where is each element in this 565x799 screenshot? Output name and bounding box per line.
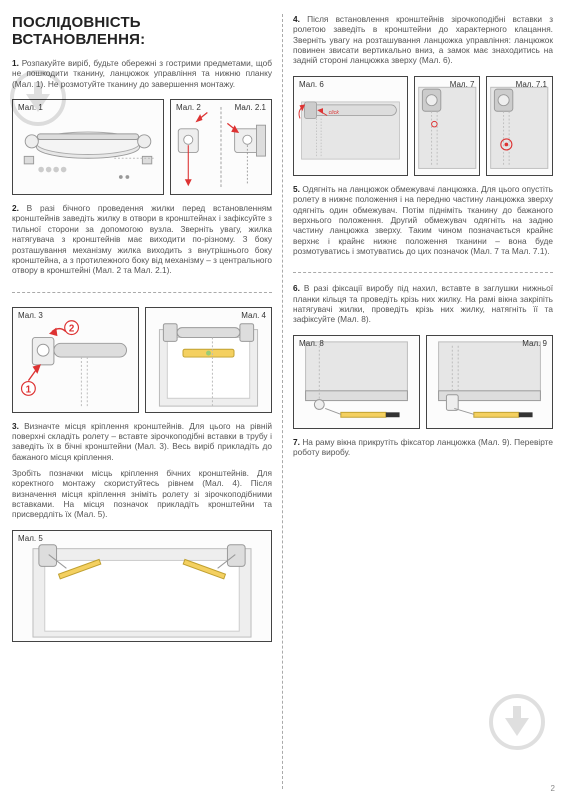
fig-3-label: Мал. 3: [18, 311, 43, 320]
fig-8: Мал. 8: [293, 335, 420, 429]
fig-9: Мал. 9: [426, 335, 553, 429]
fig-8-label: Мал. 8: [299, 339, 324, 348]
figs-row-3: Мал. 5: [12, 530, 272, 642]
figs-row-1: Мал. 1 Мал. 2 Мал. 2: [12, 99, 272, 195]
fig-9-label: Мал. 9: [522, 339, 547, 348]
page-title: ПОСЛІДОВНІСТЬ ВСТАНОВЛЕННЯ:: [12, 14, 272, 48]
fig-4-label: Мал. 4: [241, 311, 266, 320]
svg-text:1: 1: [26, 384, 32, 395]
fig-6: Мал. 6 click: [293, 76, 408, 176]
fig-3: Мал. 3 2 1: [12, 307, 139, 413]
step-5-text: 5. Одягніть на ланцюжок обмежувачі ланцю…: [293, 184, 553, 257]
fig-4: Мал. 4: [145, 307, 272, 413]
fig-6-label: Мал. 6: [299, 80, 324, 89]
fig-5-label: Мал. 5: [18, 534, 43, 543]
left-column: ПОСЛІДОВНІСТЬ ВСТАНОВЛЕННЯ: 1. Розпакуйт…: [12, 14, 282, 789]
fig-7-label: Мал. 7: [450, 80, 475, 89]
left-hsep: [12, 292, 272, 293]
step-3a-text: 3. Визначте місця кріплення кронштейнів.…: [12, 421, 272, 462]
page-number: 2: [551, 784, 555, 793]
step-1-text: 1. Розпакуйте виріб, будьте обережні з г…: [12, 58, 272, 89]
fig-1-label: Мал. 1: [18, 103, 43, 112]
fig-21-label: Мал. 2.1: [235, 103, 266, 112]
fig-7: Мал. 7: [414, 76, 481, 176]
step-7-text: 7. На раму вікна прикрутіть фіксатор лан…: [293, 437, 553, 458]
right-column: 4. Після встановлення кронштейнів зірочк…: [283, 14, 553, 789]
fig-2-21: Мал. 2 Мал. 2.1: [170, 99, 272, 195]
figs-row-2: Мал. 3 2 1: [12, 307, 272, 413]
fig-71-label: Мал. 7.1: [516, 80, 547, 89]
step-3b-text: Зробіть позначки місць кріплення бічних …: [12, 468, 272, 520]
figs-row-4: Мал. 6 click Мал. 7: [293, 76, 553, 176]
step-4-text: 4. Після встановлення кронштейнів зірочк…: [293, 14, 553, 66]
fig-1: Мал. 1: [12, 99, 164, 195]
fig-2-label: Мал. 2: [176, 103, 201, 112]
right-hsep: [293, 272, 553, 273]
step-6-text: 6. В разі фіксації виробу під нахил, вст…: [293, 283, 553, 324]
step-2-text: 2. В разі бічного проведення жилки перед…: [12, 203, 272, 276]
fig-5: Мал. 5: [12, 530, 272, 642]
fig-71: Мал. 7.1: [486, 76, 553, 176]
click-label: click: [329, 110, 340, 116]
figs-row-5: Мал. 8 Мал. 9: [293, 335, 553, 429]
svg-text:2: 2: [69, 323, 75, 334]
